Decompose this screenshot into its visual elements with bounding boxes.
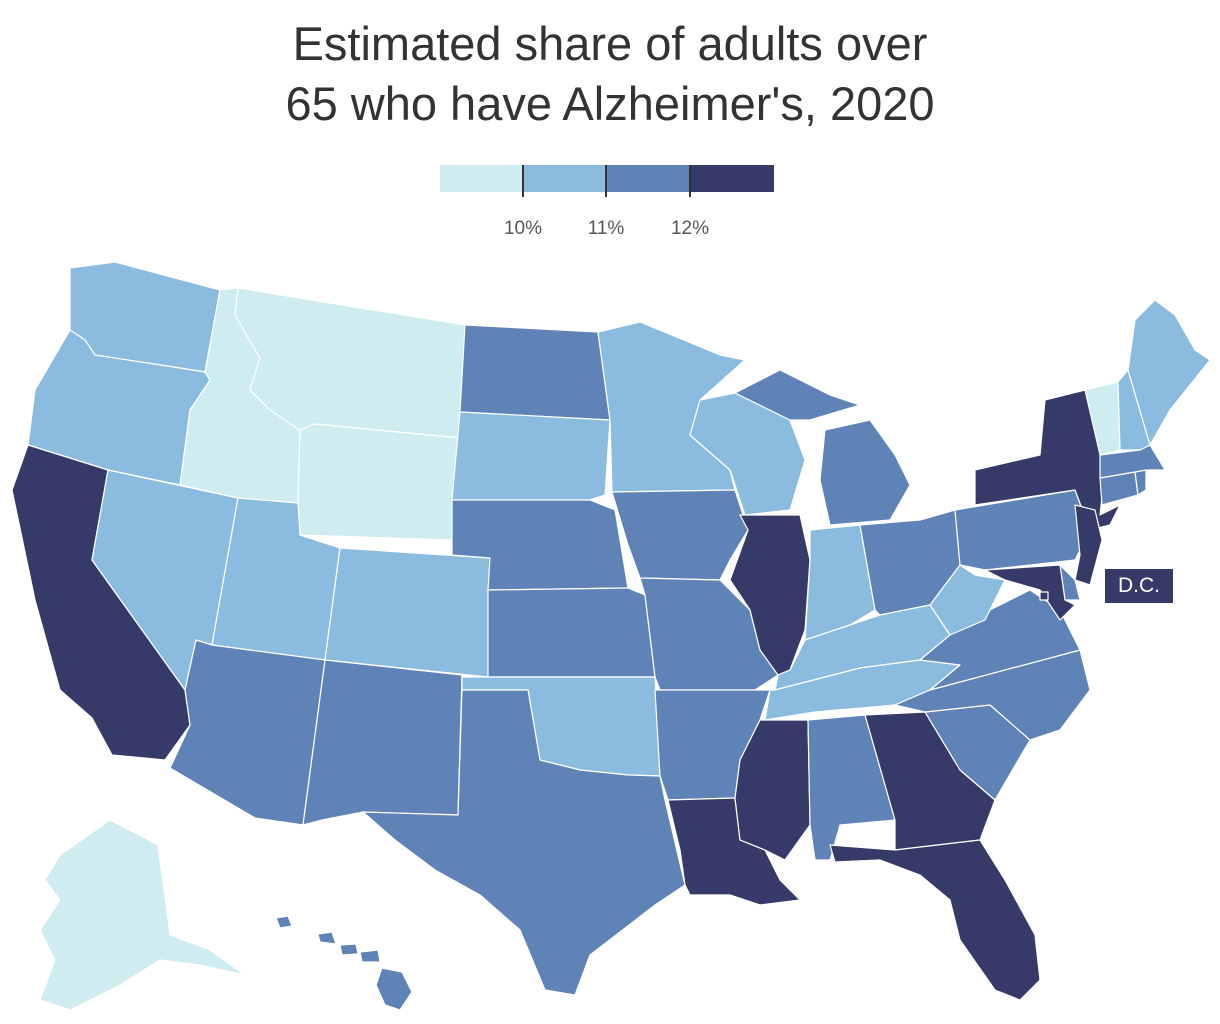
legend-bin-2 bbox=[523, 165, 606, 192]
map-title: Estimated share of adults over 65 who ha… bbox=[0, 14, 1220, 134]
state-AK[interactable] bbox=[39, 819, 246, 1011]
state-ME[interactable] bbox=[1127, 299, 1211, 446]
dc-label-box bbox=[1105, 569, 1173, 603]
legend-bin-1 bbox=[440, 165, 523, 192]
state-WY[interactable] bbox=[297, 423, 461, 541]
legend-label-12: 12% bbox=[670, 218, 710, 239]
legend-tick-10 bbox=[522, 165, 524, 197]
legend-bin-3 bbox=[606, 165, 690, 192]
legend-label-10: 10% bbox=[503, 218, 543, 239]
state-WV[interactable] bbox=[929, 564, 1006, 636]
state-ND[interactable] bbox=[459, 324, 611, 421]
state-NY[interactable] bbox=[974, 389, 1121, 531]
state-FL[interactable] bbox=[829, 839, 1041, 1001]
state-MI[interactable] bbox=[819, 419, 911, 526]
state-CO[interactable] bbox=[324, 547, 491, 678]
legend-bin-4 bbox=[690, 165, 774, 192]
state-NH[interactable] bbox=[1117, 369, 1151, 451]
dc-label: D.C. bbox=[1118, 574, 1160, 597]
state-TX[interactable] bbox=[362, 689, 686, 996]
state-NM[interactable] bbox=[302, 659, 463, 826]
color-legend: 10% 11% 12% bbox=[440, 165, 774, 245]
state-MO[interactable] bbox=[639, 577, 779, 691]
title-line-2: 65 who have Alzheimer's, 2020 bbox=[285, 77, 935, 130]
state-NJ[interactable] bbox=[1074, 504, 1103, 586]
state-HI[interactable] bbox=[275, 915, 413, 1011]
states-layer bbox=[11, 261, 1211, 1011]
state-IA[interactable] bbox=[611, 489, 749, 581]
state-AZ[interactable] bbox=[169, 639, 326, 826]
title-line-1: Estimated share of adults over bbox=[292, 17, 928, 70]
state-SD[interactable] bbox=[451, 411, 611, 501]
legend-tick-11 bbox=[605, 165, 607, 197]
state-MD[interactable] bbox=[984, 564, 1076, 621]
legend-tick-12 bbox=[689, 165, 691, 197]
state-DC[interactable] bbox=[1039, 591, 1049, 601]
state-MI-UP[interactable] bbox=[734, 369, 861, 421]
legend-label-11: 11% bbox=[587, 218, 625, 239]
state-KS[interactable] bbox=[487, 587, 656, 678]
